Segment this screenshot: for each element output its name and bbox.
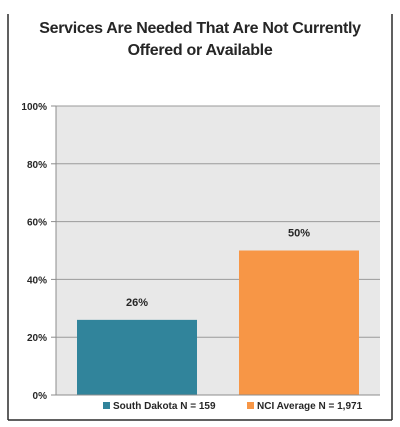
y-tick-label: 60% [27, 218, 47, 229]
y-tick-label: 100% [21, 102, 47, 113]
y-tick-label: 0% [33, 391, 48, 402]
legend-swatch [103, 402, 110, 409]
legend-swatch [247, 402, 254, 409]
legend: South Dakota N = 159 NCI Average N = 1,97… [103, 401, 363, 412]
y-tick-label: 20% [27, 333, 47, 344]
y-axis-ticks: 0% 20% 40% 60% 80% 100% [21, 102, 56, 402]
bar-value-label: 50% [288, 228, 310, 240]
bars [77, 250, 359, 395]
bar-nci-average [239, 250, 359, 395]
chart-title: Services Are Needed That Are Not Current… [39, 20, 361, 59]
bar-value-label: 26% [126, 297, 148, 309]
legend-label: South Dakota N = 159 [113, 401, 216, 412]
y-tick-label: 40% [27, 275, 47, 286]
data-labels: 26% 50% [126, 228, 310, 309]
legend-label: NCI Average N = 1,971 [257, 401, 363, 412]
bar-south-dakota [77, 319, 197, 395]
y-tick-label: 80% [27, 160, 47, 171]
